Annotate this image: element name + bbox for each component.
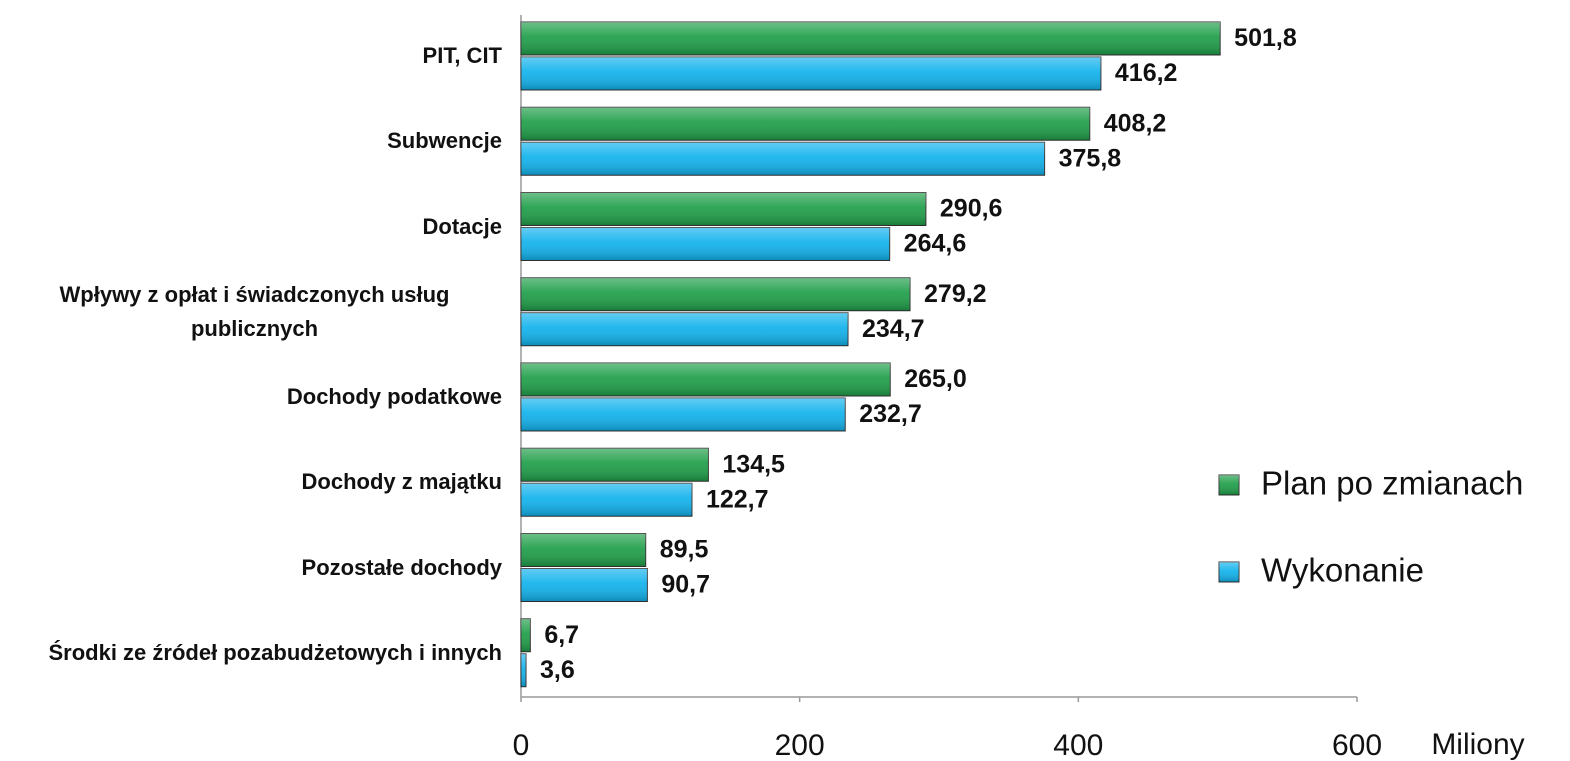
bar-shine: [521, 142, 1045, 176]
x-axis-label: Miliony: [1431, 728, 1524, 761]
category-label-box: Subwencje: [7, 107, 502, 175]
value-label: 408,2: [1104, 109, 1167, 137]
bar-shine: [521, 363, 891, 396]
value-label: 89,5: [660, 536, 709, 564]
x-tick-label: 0: [513, 729, 530, 761]
value-label: 134,5: [722, 450, 785, 478]
category-label: Pozostałe dochody: [301, 554, 502, 580]
bar-shine: [521, 398, 846, 431]
category-label: Środki ze źródeł pozabudżetowych i innyc…: [48, 639, 502, 665]
value-label: 122,7: [706, 485, 769, 513]
category-label-box: Wpływy z opłat i świadczonych usług publ…: [7, 278, 502, 346]
value-label: 375,8: [1059, 144, 1122, 172]
bar-shine: [521, 227, 890, 261]
category-label: Subwencje: [387, 128, 502, 154]
value-label: 90,7: [661, 571, 710, 599]
bar-shine: [521, 277, 911, 311]
x-tick-label: 200: [775, 729, 825, 761]
legend-swatch-shine: [1219, 475, 1239, 495]
bar-shine: [521, 312, 849, 346]
legend-label: Plan po zmianach: [1261, 465, 1523, 502]
value-label: 234,7: [862, 315, 925, 343]
category-label-box: Środki ze źródeł pozabudżetowych i innyc…: [7, 619, 502, 687]
value-label: 279,2: [924, 280, 987, 308]
bar-shine: [521, 533, 646, 567]
x-tick-label: 400: [1053, 729, 1103, 761]
value-label: 501,8: [1234, 24, 1297, 52]
value-label: 416,2: [1115, 59, 1178, 87]
value-label: 232,7: [859, 400, 922, 428]
bar-shine: [521, 568, 648, 602]
category-label-box: Dotacje: [7, 193, 502, 261]
bar-shine: [521, 57, 1101, 90]
legend-label: Wykonanie: [1261, 552, 1424, 589]
category-label-box: Dochody z majątku: [7, 448, 502, 516]
category-label-box: Pozostałe dochody: [7, 534, 502, 602]
category-label-box: PIT, CIT: [7, 22, 502, 90]
bar-shine: [521, 618, 531, 652]
category-label-box: Dochody podatkowe: [7, 363, 502, 431]
value-label: 264,6: [904, 230, 967, 258]
category-label: Dochody z majątku: [301, 469, 502, 495]
value-label: 290,6: [940, 195, 1003, 223]
category-label: Dotacje: [422, 213, 502, 239]
legend-swatch-shine: [1219, 562, 1239, 582]
bar-shine: [521, 192, 926, 226]
bar-shine: [521, 483, 692, 517]
value-label: 265,0: [904, 365, 967, 393]
value-label: 6,7: [544, 621, 579, 649]
x-tick-label: 600: [1332, 729, 1382, 761]
category-label: Wpływy z opłat i świadczonych usług publ…: [59, 281, 450, 341]
category-label: PIT, CIT: [422, 43, 502, 68]
bar-shine: [521, 107, 1090, 141]
value-label: 3,6: [540, 656, 575, 684]
bar-shine: [521, 448, 709, 482]
bar-shine: [521, 22, 1221, 55]
category-label: Dochody podatkowe: [286, 384, 502, 409]
bar-shine: [521, 653, 527, 687]
